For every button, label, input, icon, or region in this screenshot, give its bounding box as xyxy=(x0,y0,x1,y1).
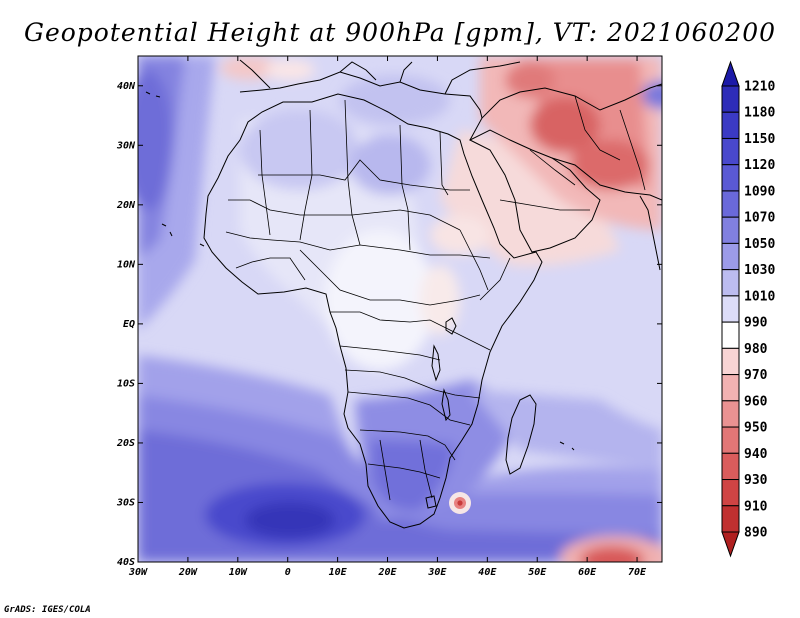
arabia-coastline xyxy=(468,129,601,253)
colorbar-swatch xyxy=(721,242,740,271)
lat-tick-label: 20S xyxy=(116,438,135,449)
madagascar-coastline xyxy=(505,394,537,475)
colorbar-swatch xyxy=(721,295,740,323)
colorbar-swatch xyxy=(721,85,740,113)
colorbar-level-label: 890 xyxy=(744,526,768,541)
colorbar-swatch xyxy=(721,426,740,454)
lon-tick-label: 0 xyxy=(285,567,291,578)
colorbar-level-label: 1050 xyxy=(744,237,775,252)
africa-coastline xyxy=(203,93,543,529)
colorbar-swatch xyxy=(721,400,740,428)
colorbar-swatch xyxy=(721,137,740,166)
geopotential-field xyxy=(138,56,662,562)
colorbar-swatch xyxy=(721,374,740,402)
lat-tick-label: 10N xyxy=(117,259,136,270)
lat-tick-label: 20N xyxy=(116,200,136,211)
axis-ticks: 30W 20W 10W 0 10E 20E 30E 40E 50E 60E 70E 40N 30N 20N… xyxy=(116,56,662,578)
colorbar-swatch xyxy=(721,111,740,139)
lon-tick-label: 30E xyxy=(427,567,447,578)
colorbar-swatch xyxy=(721,452,740,481)
colorbar-level-label: 980 xyxy=(744,342,768,357)
colorbar-level-label: 930 xyxy=(744,473,768,488)
lon-tick-label: 20W xyxy=(178,567,198,578)
map-frame xyxy=(137,55,663,563)
lon-tick-label: 10W xyxy=(229,567,248,578)
map-title: Geopotential Height at 900hPa [gpm], VT:… xyxy=(23,18,777,47)
grads-credit: GrADS: IGES/COLA xyxy=(4,605,91,615)
lon-tick-label: 20E xyxy=(377,567,397,578)
colorbar-level-label: 1120 xyxy=(744,158,775,173)
colorbar-level-label: 960 xyxy=(744,394,768,409)
colorbar-swatch xyxy=(721,216,740,244)
colorbar-bottom-arrow xyxy=(721,531,740,558)
colorbar-level-label: 910 xyxy=(744,499,768,514)
colorbar-level-label: 950 xyxy=(744,421,768,436)
colorbar-level-label: 1150 xyxy=(744,132,775,147)
colorbar-swatch xyxy=(721,347,740,376)
colorbar-level-label: 1210 xyxy=(744,80,775,95)
lat-tick-label: 10S xyxy=(117,378,135,389)
colorbar-level-label: 1030 xyxy=(744,263,775,278)
colorbar-swatch xyxy=(721,190,740,218)
colorbar-level-label: 990 xyxy=(744,316,768,331)
lat-tick-label: EQ xyxy=(123,319,135,330)
colorbar-level-label: 1180 xyxy=(744,106,775,121)
lat-tick-label: 30N xyxy=(116,140,136,151)
colorbar-level-label: 1010 xyxy=(744,289,775,304)
colorbar-level-label: 1090 xyxy=(744,184,775,199)
lon-tick-label: 70E xyxy=(628,567,647,578)
lon-tick-label: 30W xyxy=(128,567,148,578)
coastlines xyxy=(145,59,662,529)
colorbar-top-arrow xyxy=(721,60,740,87)
colorbar-swatch xyxy=(721,269,740,297)
lat-tick-label: 40S xyxy=(117,557,135,568)
lat-tick-label: 40N xyxy=(117,81,136,92)
colorbar: 1210 1180 1150 1120 1090 1070 1050 1030 1010 990 9… xyxy=(721,60,775,558)
colorbar-swatch xyxy=(721,505,740,533)
lon-tick-label: 10E xyxy=(329,567,348,578)
colorbar-level-label: 1070 xyxy=(744,211,775,226)
colorbar-level-label: 940 xyxy=(744,447,768,462)
lat-tick-label: 30S xyxy=(116,497,135,508)
colorbar-swatch xyxy=(721,321,740,349)
lon-tick-label: 40E xyxy=(478,567,497,578)
colorbar-swatch xyxy=(721,479,740,507)
colorbar-level-label: 970 xyxy=(744,368,768,383)
lon-tick-label: 60E xyxy=(578,567,597,578)
colorbar-swatch xyxy=(721,164,740,192)
lon-tick-label: 50E xyxy=(528,567,547,578)
